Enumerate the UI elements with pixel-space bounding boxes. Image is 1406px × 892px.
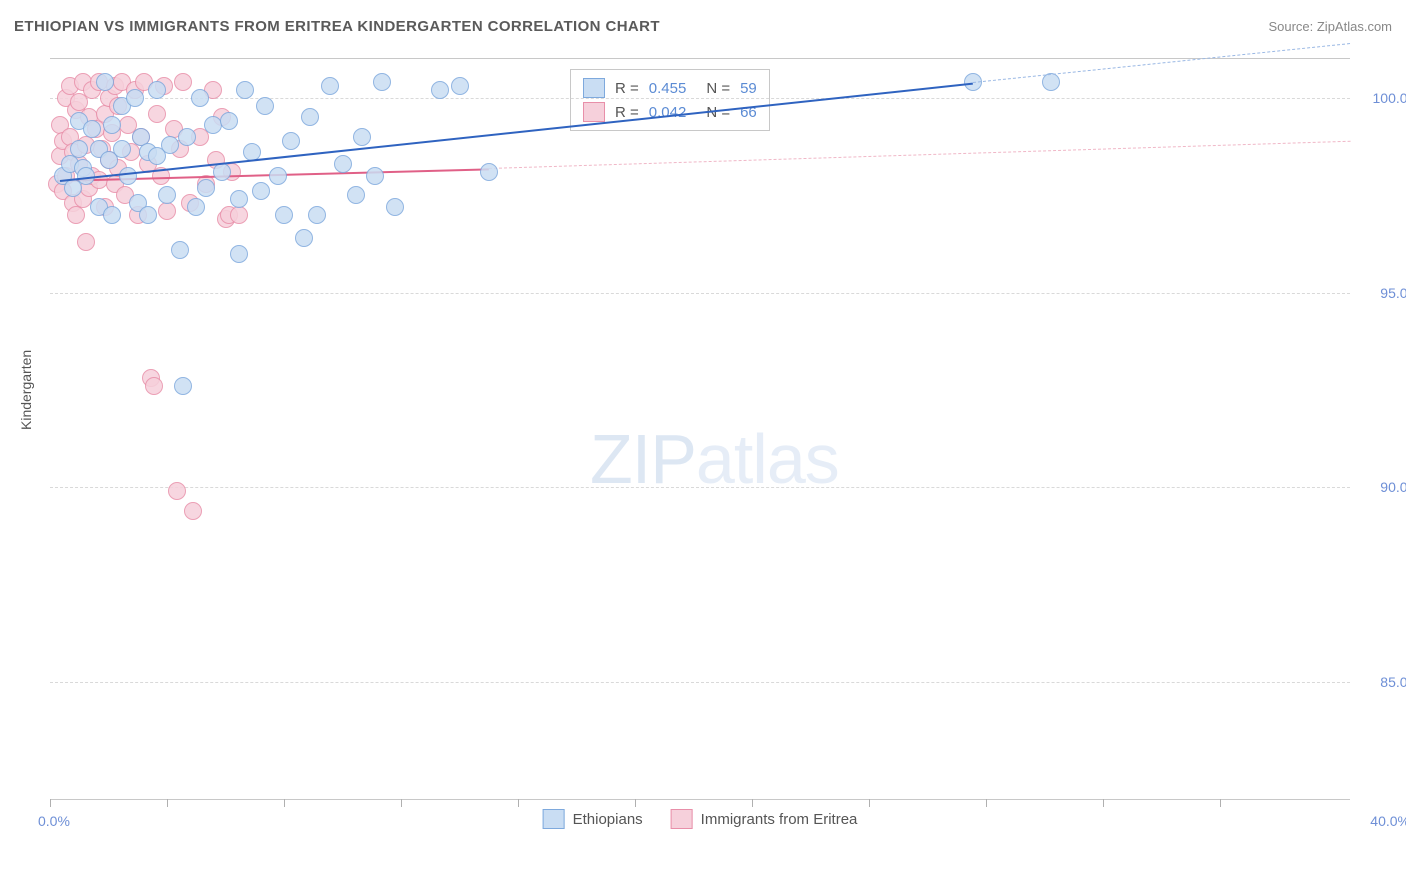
scatter-point-ethiopians <box>295 229 313 247</box>
gridline <box>50 293 1350 294</box>
x-tick <box>752 799 753 807</box>
scatter-point-eritrea <box>184 502 202 520</box>
scatter-point-ethiopians <box>174 377 192 395</box>
scatter-point-ethiopians <box>366 167 384 185</box>
scatter-point-ethiopians <box>103 116 121 134</box>
source-attribution: Source: ZipAtlas.com <box>1268 19 1392 34</box>
scatter-point-ethiopians <box>353 128 371 146</box>
trend-extension-ethiopians <box>973 43 1350 83</box>
x-tick <box>284 799 285 807</box>
y-axis-label: Kindergarten <box>18 350 34 430</box>
y-tick-label: 85.0% <box>1380 674 1406 690</box>
scatter-point-eritrea <box>145 377 163 395</box>
swatch-eritrea <box>583 102 605 122</box>
chart-title: ETHIOPIAN VS IMMIGRANTS FROM ERITREA KIN… <box>14 18 660 35</box>
scatter-point-ethiopians <box>148 81 166 99</box>
scatter-point-eritrea <box>168 482 186 500</box>
legend-label-ethiopians: Ethiopians <box>573 811 643 828</box>
r-value-ethiopians: 0.455 <box>649 80 687 97</box>
scatter-point-eritrea <box>174 73 192 91</box>
x-tick <box>518 799 519 807</box>
legend-item-ethiopians: Ethiopians <box>543 809 643 829</box>
scatter-point-ethiopians <box>386 198 404 216</box>
scatter-point-ethiopians <box>139 206 157 224</box>
scatter-point-ethiopians <box>220 112 238 130</box>
scatter-point-ethiopians <box>236 81 254 99</box>
scatter-point-ethiopians <box>158 186 176 204</box>
chart-legend: Ethiopians Immigrants from Eritrea <box>543 809 858 829</box>
scatter-point-ethiopians <box>334 155 352 173</box>
scatter-point-ethiopians <box>213 163 231 181</box>
legend-swatch-ethiopians <box>543 809 565 829</box>
gridline <box>50 487 1350 488</box>
scatter-point-ethiopians <box>119 167 137 185</box>
scatter-point-eritrea <box>230 206 248 224</box>
scatter-point-ethiopians <box>126 89 144 107</box>
scatter-point-eritrea <box>67 206 85 224</box>
scatter-point-ethiopians <box>451 77 469 95</box>
x-tick <box>635 799 636 807</box>
scatter-point-ethiopians <box>480 163 498 181</box>
scatter-point-ethiopians <box>230 245 248 263</box>
scatter-point-ethiopians <box>204 116 222 134</box>
scatter-point-ethiopians <box>256 97 274 115</box>
scatter-point-ethiopians <box>252 182 270 200</box>
scatter-point-ethiopians <box>178 128 196 146</box>
scatter-point-ethiopians <box>230 190 248 208</box>
scatter-point-ethiopians <box>282 132 300 150</box>
scatter-point-eritrea <box>77 233 95 251</box>
scatter-point-ethiopians <box>373 73 391 91</box>
scatter-point-ethiopians <box>171 241 189 259</box>
legend-label-eritrea: Immigrants from Eritrea <box>701 811 858 828</box>
x-axis-max-label: 40.0% <box>1370 813 1406 829</box>
scatter-point-ethiopians <box>197 179 215 197</box>
stats-row-ethiopians: R = 0.455 N = 59 <box>583 76 757 100</box>
scatter-point-eritrea <box>158 202 176 220</box>
trend-extension-eritrea <box>489 141 1350 169</box>
x-axis-min-label: 0.0% <box>38 813 70 829</box>
x-tick <box>50 799 51 807</box>
y-tick-label: 90.0% <box>1380 479 1406 495</box>
y-tick-label: 100.0% <box>1373 90 1406 106</box>
x-tick <box>401 799 402 807</box>
gridline <box>50 682 1350 683</box>
scatter-point-ethiopians <box>301 108 319 126</box>
n-value-ethiopians: 59 <box>740 80 757 97</box>
scatter-point-ethiopians <box>113 140 131 158</box>
x-tick <box>869 799 870 807</box>
scatter-point-ethiopians <box>1042 73 1060 91</box>
scatter-point-ethiopians <box>191 89 209 107</box>
scatter-plot-area: ZIPatlas R = 0.455 N = 59 R = 0.042 N = … <box>50 58 1350 800</box>
scatter-point-ethiopians <box>96 73 114 91</box>
x-tick <box>986 799 987 807</box>
x-tick <box>1103 799 1104 807</box>
scatter-point-ethiopians <box>321 77 339 95</box>
scatter-point-ethiopians <box>103 206 121 224</box>
y-tick-label: 95.0% <box>1380 285 1406 301</box>
scatter-point-ethiopians <box>431 81 449 99</box>
scatter-point-ethiopians <box>347 186 365 204</box>
x-tick <box>167 799 168 807</box>
x-tick <box>1220 799 1221 807</box>
scatter-point-ethiopians <box>70 140 88 158</box>
scatter-point-ethiopians <box>161 136 179 154</box>
legend-item-eritrea: Immigrants from Eritrea <box>671 809 858 829</box>
scatter-point-ethiopians <box>187 198 205 216</box>
legend-swatch-eritrea <box>671 809 693 829</box>
scatter-point-ethiopians <box>269 167 287 185</box>
chart-header: ETHIOPIAN VS IMMIGRANTS FROM ERITREA KIN… <box>14 18 1392 35</box>
scatter-point-ethiopians <box>275 206 293 224</box>
scatter-point-ethiopians <box>83 120 101 138</box>
swatch-ethiopians <box>583 78 605 98</box>
scatter-point-eritrea <box>148 105 166 123</box>
scatter-point-ethiopians <box>308 206 326 224</box>
